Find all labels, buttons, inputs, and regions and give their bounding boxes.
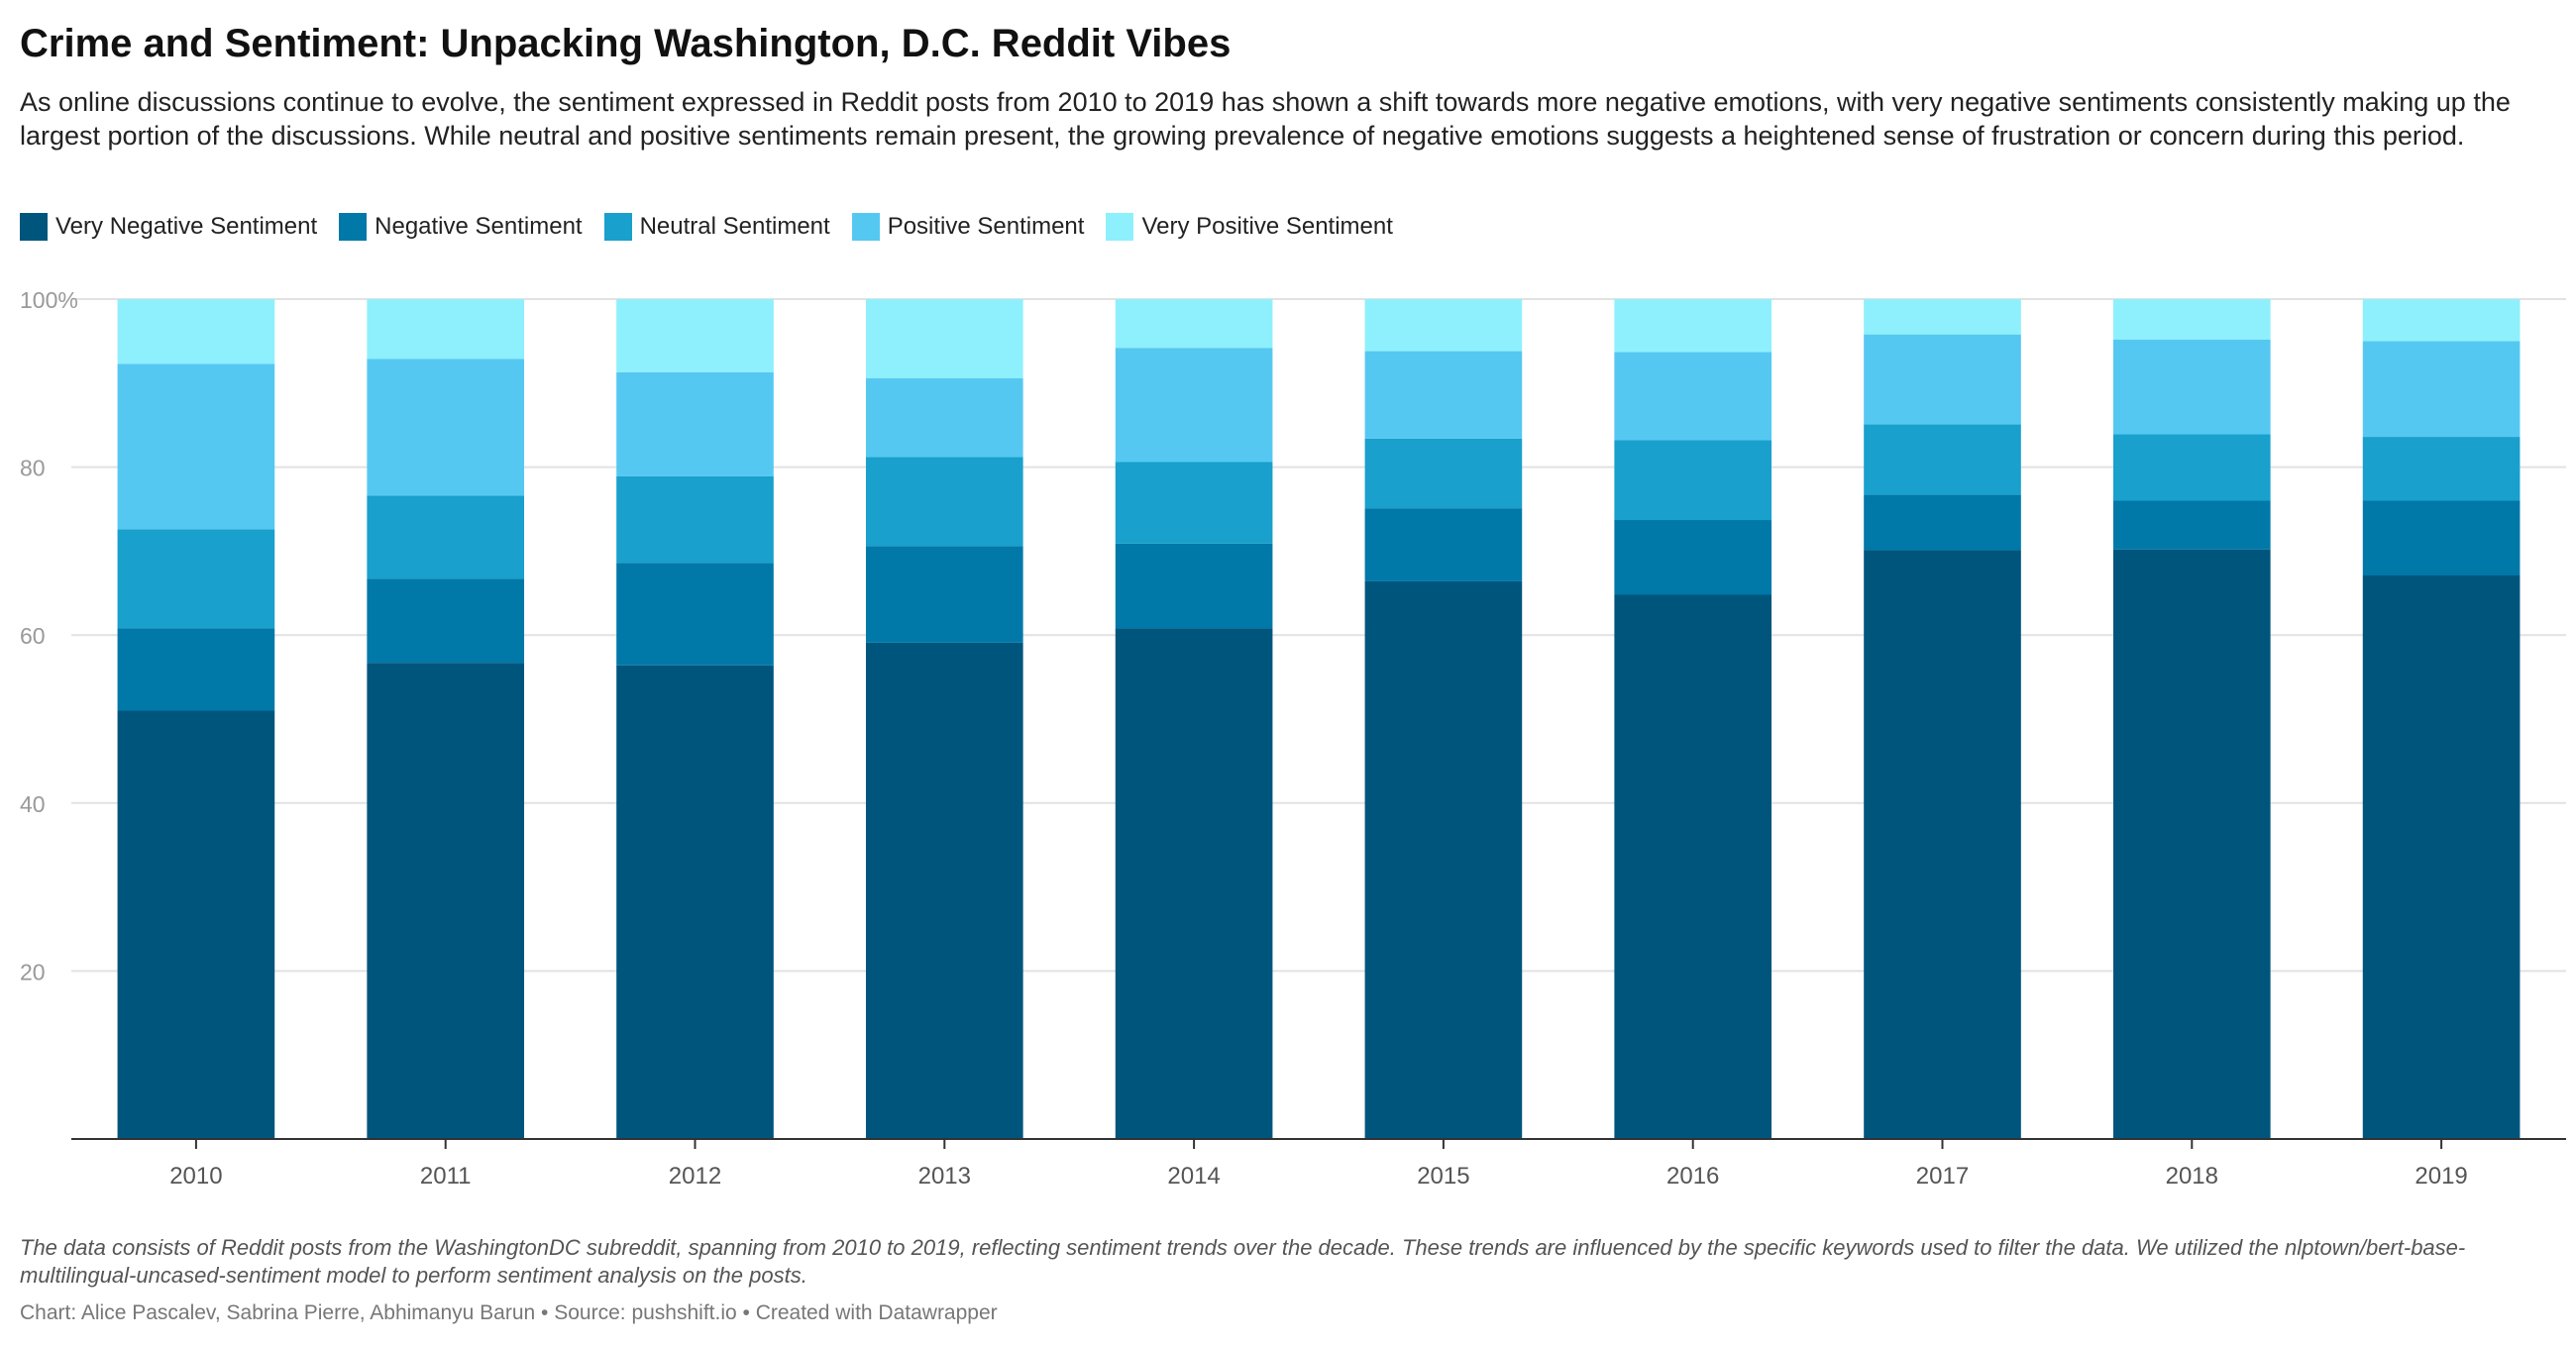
bar-segment	[1364, 351, 1523, 439]
bar-segment	[1115, 462, 1273, 544]
legend: Very Negative Sentiment Negative Sentimen…	[20, 210, 1415, 244]
bar-segment	[2112, 549, 2271, 1139]
bar-segment	[865, 642, 1023, 1139]
bar-segment	[1614, 299, 1772, 353]
legend-label: Very Positive Sentiment	[1141, 213, 1393, 240]
bar-segment	[2362, 574, 2521, 1139]
bar-segment	[2362, 341, 2521, 438]
bar-segment	[1864, 424, 2021, 495]
bar-segment	[2112, 339, 2271, 435]
x-tick-label: 2011	[420, 1163, 472, 1190]
legend-item: Very Positive Sentiment	[1106, 213, 1393, 241]
legend-label: Neutral Sentiment	[639, 213, 830, 240]
chart-subtitle: As online discussions continue to evolve…	[20, 87, 2511, 151]
bar-segment	[1864, 494, 2021, 551]
y-tick-label: 60	[20, 623, 46, 649]
bar-segment	[1614, 594, 1772, 1139]
bar-segment	[1864, 334, 2021, 425]
bar-segment	[2112, 500, 2271, 550]
bar-segment	[616, 563, 774, 666]
bar-segment	[367, 578, 525, 664]
x-tick-label: 2013	[918, 1163, 971, 1190]
bar-segment	[367, 359, 525, 496]
legend-item: Negative Sentiment	[339, 213, 583, 241]
bar-segment	[1115, 543, 1273, 629]
bar-segment	[117, 363, 275, 530]
bar-segment	[616, 299, 774, 372]
bar-segment	[2112, 299, 2271, 340]
bar-segment	[117, 628, 275, 711]
bar-segment	[2362, 437, 2521, 501]
bar-segment	[616, 475, 774, 564]
x-axis-ticks: 2010 2011 2012 2013 2014 2015 2016 2017 2018 2019	[169, 1139, 2468, 1190]
x-tick-label: 2012	[669, 1163, 721, 1190]
y-tick-label: 20	[20, 959, 46, 984]
bar-segment	[616, 371, 774, 476]
bar-segment	[1614, 352, 1772, 441]
legend-label: Very Negative Sentiment	[55, 213, 318, 240]
bar-segment	[865, 457, 1023, 547]
bar-segment	[1864, 550, 2021, 1139]
legend-item: Very Negative Sentiment	[20, 213, 317, 241]
x-tick-label: 2010	[169, 1163, 222, 1190]
bar-segment	[117, 529, 275, 629]
bar-segment	[1864, 299, 2021, 335]
bar-segment	[117, 710, 275, 1139]
chart-notes: The data consists of Reddit posts from t…	[20, 1235, 2466, 1288]
y-tick-label: 80	[20, 456, 46, 481]
bar-segment	[865, 299, 1023, 378]
x-tick-label: 2016	[1666, 1163, 1719, 1190]
legend-swatch	[339, 213, 368, 241]
chart-byline: Chart: Alice Pascalev, Sabrina Pierre, A…	[20, 1301, 998, 1324]
bar-segment	[1614, 520, 1772, 595]
bar-segment	[1115, 348, 1273, 463]
legend-swatch	[603, 213, 632, 241]
bar-segment	[1364, 438, 1523, 509]
chart-title: Crime and Sentiment: Unpacking Washingto…	[20, 22, 1232, 65]
bar-segment	[1364, 299, 1523, 352]
bar-segment	[367, 663, 525, 1139]
bar-segment	[1115, 299, 1273, 349]
legend-swatch	[851, 213, 880, 241]
bar-segment	[2362, 299, 2521, 342]
x-tick-label: 2019	[2415, 1163, 2467, 1190]
bars	[117, 299, 2521, 1139]
legend-label: Positive Sentiment	[887, 213, 1085, 240]
bar-segment	[865, 546, 1023, 643]
legend-item: Positive Sentiment	[851, 213, 1085, 241]
legend-item: Neutral Sentiment	[603, 213, 830, 241]
legend-swatch	[20, 213, 48, 241]
bar-segment	[367, 299, 525, 360]
legend-label: Negative Sentiment	[375, 213, 583, 240]
legend-swatch	[1106, 213, 1134, 241]
bar-segment	[117, 299, 275, 364]
x-tick-label: 2014	[1167, 1163, 1220, 1190]
bar-segment	[2362, 500, 2521, 575]
bar-segment	[616, 665, 774, 1139]
y-axis-ticks: 20 40 60 80 100%	[20, 287, 78, 984]
x-tick-label: 2015	[1417, 1163, 1469, 1190]
bar-segment	[865, 377, 1023, 458]
bar-segment	[1115, 628, 1273, 1139]
bar-segment	[2112, 434, 2271, 501]
y-tick-label: 100%	[20, 287, 78, 313]
bar-segment	[1364, 508, 1523, 581]
x-tick-label: 2017	[1916, 1163, 1969, 1190]
bar-segment	[367, 495, 525, 579]
bar-segment	[1614, 440, 1772, 521]
bar-segment	[1364, 580, 1523, 1139]
y-tick-label: 40	[20, 791, 46, 817]
x-tick-label: 2018	[2166, 1163, 2218, 1190]
